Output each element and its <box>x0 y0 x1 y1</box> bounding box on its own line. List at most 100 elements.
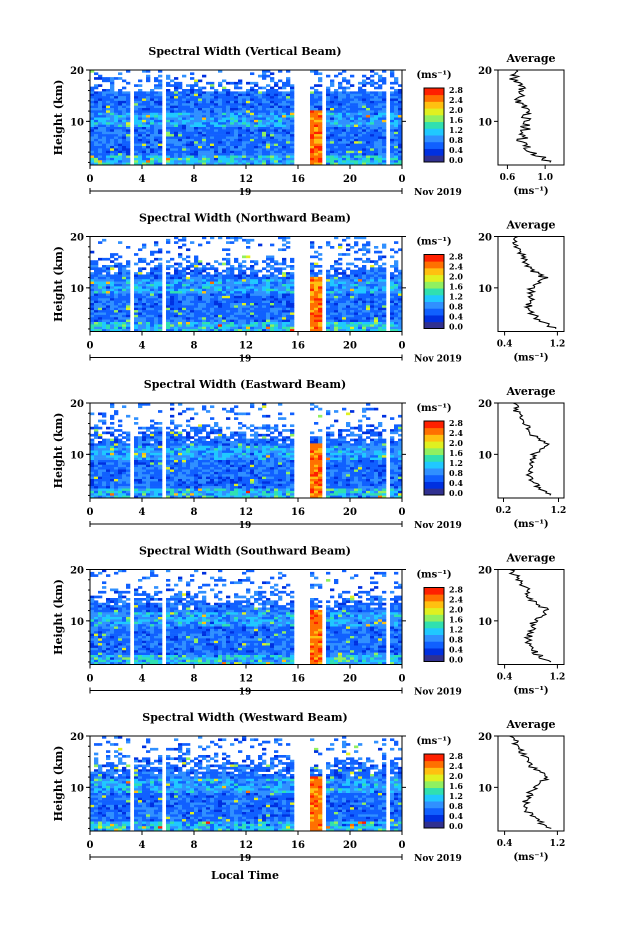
heatmap-cell <box>202 281 207 285</box>
heatmap-cell <box>226 136 231 140</box>
heatmap-cell <box>262 105 267 109</box>
heatmap-cell <box>310 319 315 323</box>
heatmap-cell <box>278 117 283 121</box>
heatmap-cell <box>218 127 223 130</box>
heatmap-cell <box>342 129 347 133</box>
heatmap-cell <box>194 298 199 301</box>
heatmap-cell <box>350 98 355 102</box>
heatmap-cell <box>174 310 179 313</box>
heatmap-cell <box>182 157 187 161</box>
heatmap-cell <box>178 105 183 109</box>
heatmap-cell <box>286 329 291 332</box>
heatmap-cell <box>210 426 215 430</box>
heatmap-cell <box>394 162 399 166</box>
heatmap-cell <box>358 317 363 320</box>
heatmap-cell <box>274 281 279 285</box>
heatmap-cell <box>126 96 131 99</box>
heatmap-cell <box>358 291 363 294</box>
heatmap-cell <box>286 303 291 306</box>
heatmap-cell <box>174 98 179 102</box>
heatmap-cell <box>114 96 119 99</box>
heatmap-cell <box>90 124 95 128</box>
heatmap-cell <box>370 265 375 268</box>
heatmap-cell <box>226 146 231 149</box>
heatmap-cell <box>334 127 339 130</box>
heatmap-cell <box>398 248 403 252</box>
heatmap-cell <box>230 288 235 292</box>
heatmap-cell <box>210 143 215 147</box>
heatmap-cell <box>134 253 139 256</box>
heatmap-cell <box>398 100 403 104</box>
heatmap-cell <box>366 105 371 109</box>
heatmap-cell <box>278 79 283 83</box>
heatmap-cell <box>138 134 143 137</box>
heatmap-cell <box>182 155 187 159</box>
heatmap-cell <box>274 295 279 299</box>
heatmap-cell <box>394 262 399 266</box>
heatmap-cell <box>134 262 139 266</box>
heatmap-cell <box>362 279 367 282</box>
heatmap-cell <box>230 272 235 275</box>
heatmap-cell <box>142 160 147 163</box>
heatmap-cell <box>218 96 223 99</box>
heatmap-cell <box>390 143 395 147</box>
heatmap-cell <box>194 141 199 144</box>
heatmap-cell <box>102 162 107 166</box>
heatmap-cell <box>278 276 283 280</box>
heatmap-cell <box>242 103 247 106</box>
heatmap-cell <box>318 436 323 439</box>
heatmap-cell <box>114 438 119 442</box>
heatmap-cell <box>262 433 267 437</box>
heatmap-cell <box>326 329 331 332</box>
heatmap-cell <box>274 119 279 123</box>
heatmap-cell <box>230 112 235 116</box>
colorbar-swatch <box>424 94 444 102</box>
heatmap-cell <box>318 314 323 318</box>
heatmap-cell <box>202 74 207 78</box>
heatmap-cell <box>250 307 255 311</box>
heatmap-cell <box>366 150 371 154</box>
heatmap-cell <box>374 319 379 323</box>
heatmap-cell <box>286 241 291 244</box>
heatmap-cell <box>270 141 275 144</box>
heatmap-cell <box>94 424 99 428</box>
heatmap-cell <box>138 300 143 304</box>
heatmap-cell <box>374 267 379 271</box>
heatmap-cell <box>382 303 387 306</box>
heatmap-cell <box>354 93 359 97</box>
colorbar: 0.00.40.81.21.62.02.42.8 <box>423 252 463 332</box>
heatmap-cell <box>370 317 375 320</box>
heatmap-cell <box>382 146 387 149</box>
heatmap-cell <box>350 141 355 144</box>
heatmap-cell <box>278 433 283 437</box>
heatmap-cell <box>354 433 359 437</box>
heatmap <box>90 236 403 332</box>
heatmap-cell <box>150 93 155 97</box>
heatmap-cell <box>270 298 275 301</box>
heatmap-cell <box>198 317 203 320</box>
heatmap-cell <box>318 414 323 418</box>
heatmap-cell <box>158 79 163 83</box>
heatmap-cell <box>194 257 199 261</box>
heatmap-cell <box>274 438 279 442</box>
heatmap-cell <box>326 146 331 149</box>
heatmap-cell <box>234 112 239 116</box>
heatmap-cell <box>382 110 387 114</box>
heatmap-cell <box>270 243 275 247</box>
heatmap-cell <box>194 295 199 299</box>
heatmap-cell <box>370 150 375 154</box>
heatmap-cell <box>134 274 139 278</box>
heatmap-cell <box>94 86 99 90</box>
heatmap-cell <box>266 112 271 116</box>
heatmap-cell <box>346 329 351 332</box>
heatmap-cell <box>202 110 207 114</box>
heatmap-cell <box>182 243 187 247</box>
heatmap-cell <box>382 324 387 328</box>
heatmap-cell <box>154 314 159 318</box>
heatmap-cell <box>146 160 151 163</box>
heatmap-cell <box>354 438 359 442</box>
heatmap-cell <box>194 148 199 152</box>
heatmap-cell <box>170 279 175 282</box>
heatmap-cell <box>374 260 379 263</box>
heatmap-cell <box>290 129 295 133</box>
